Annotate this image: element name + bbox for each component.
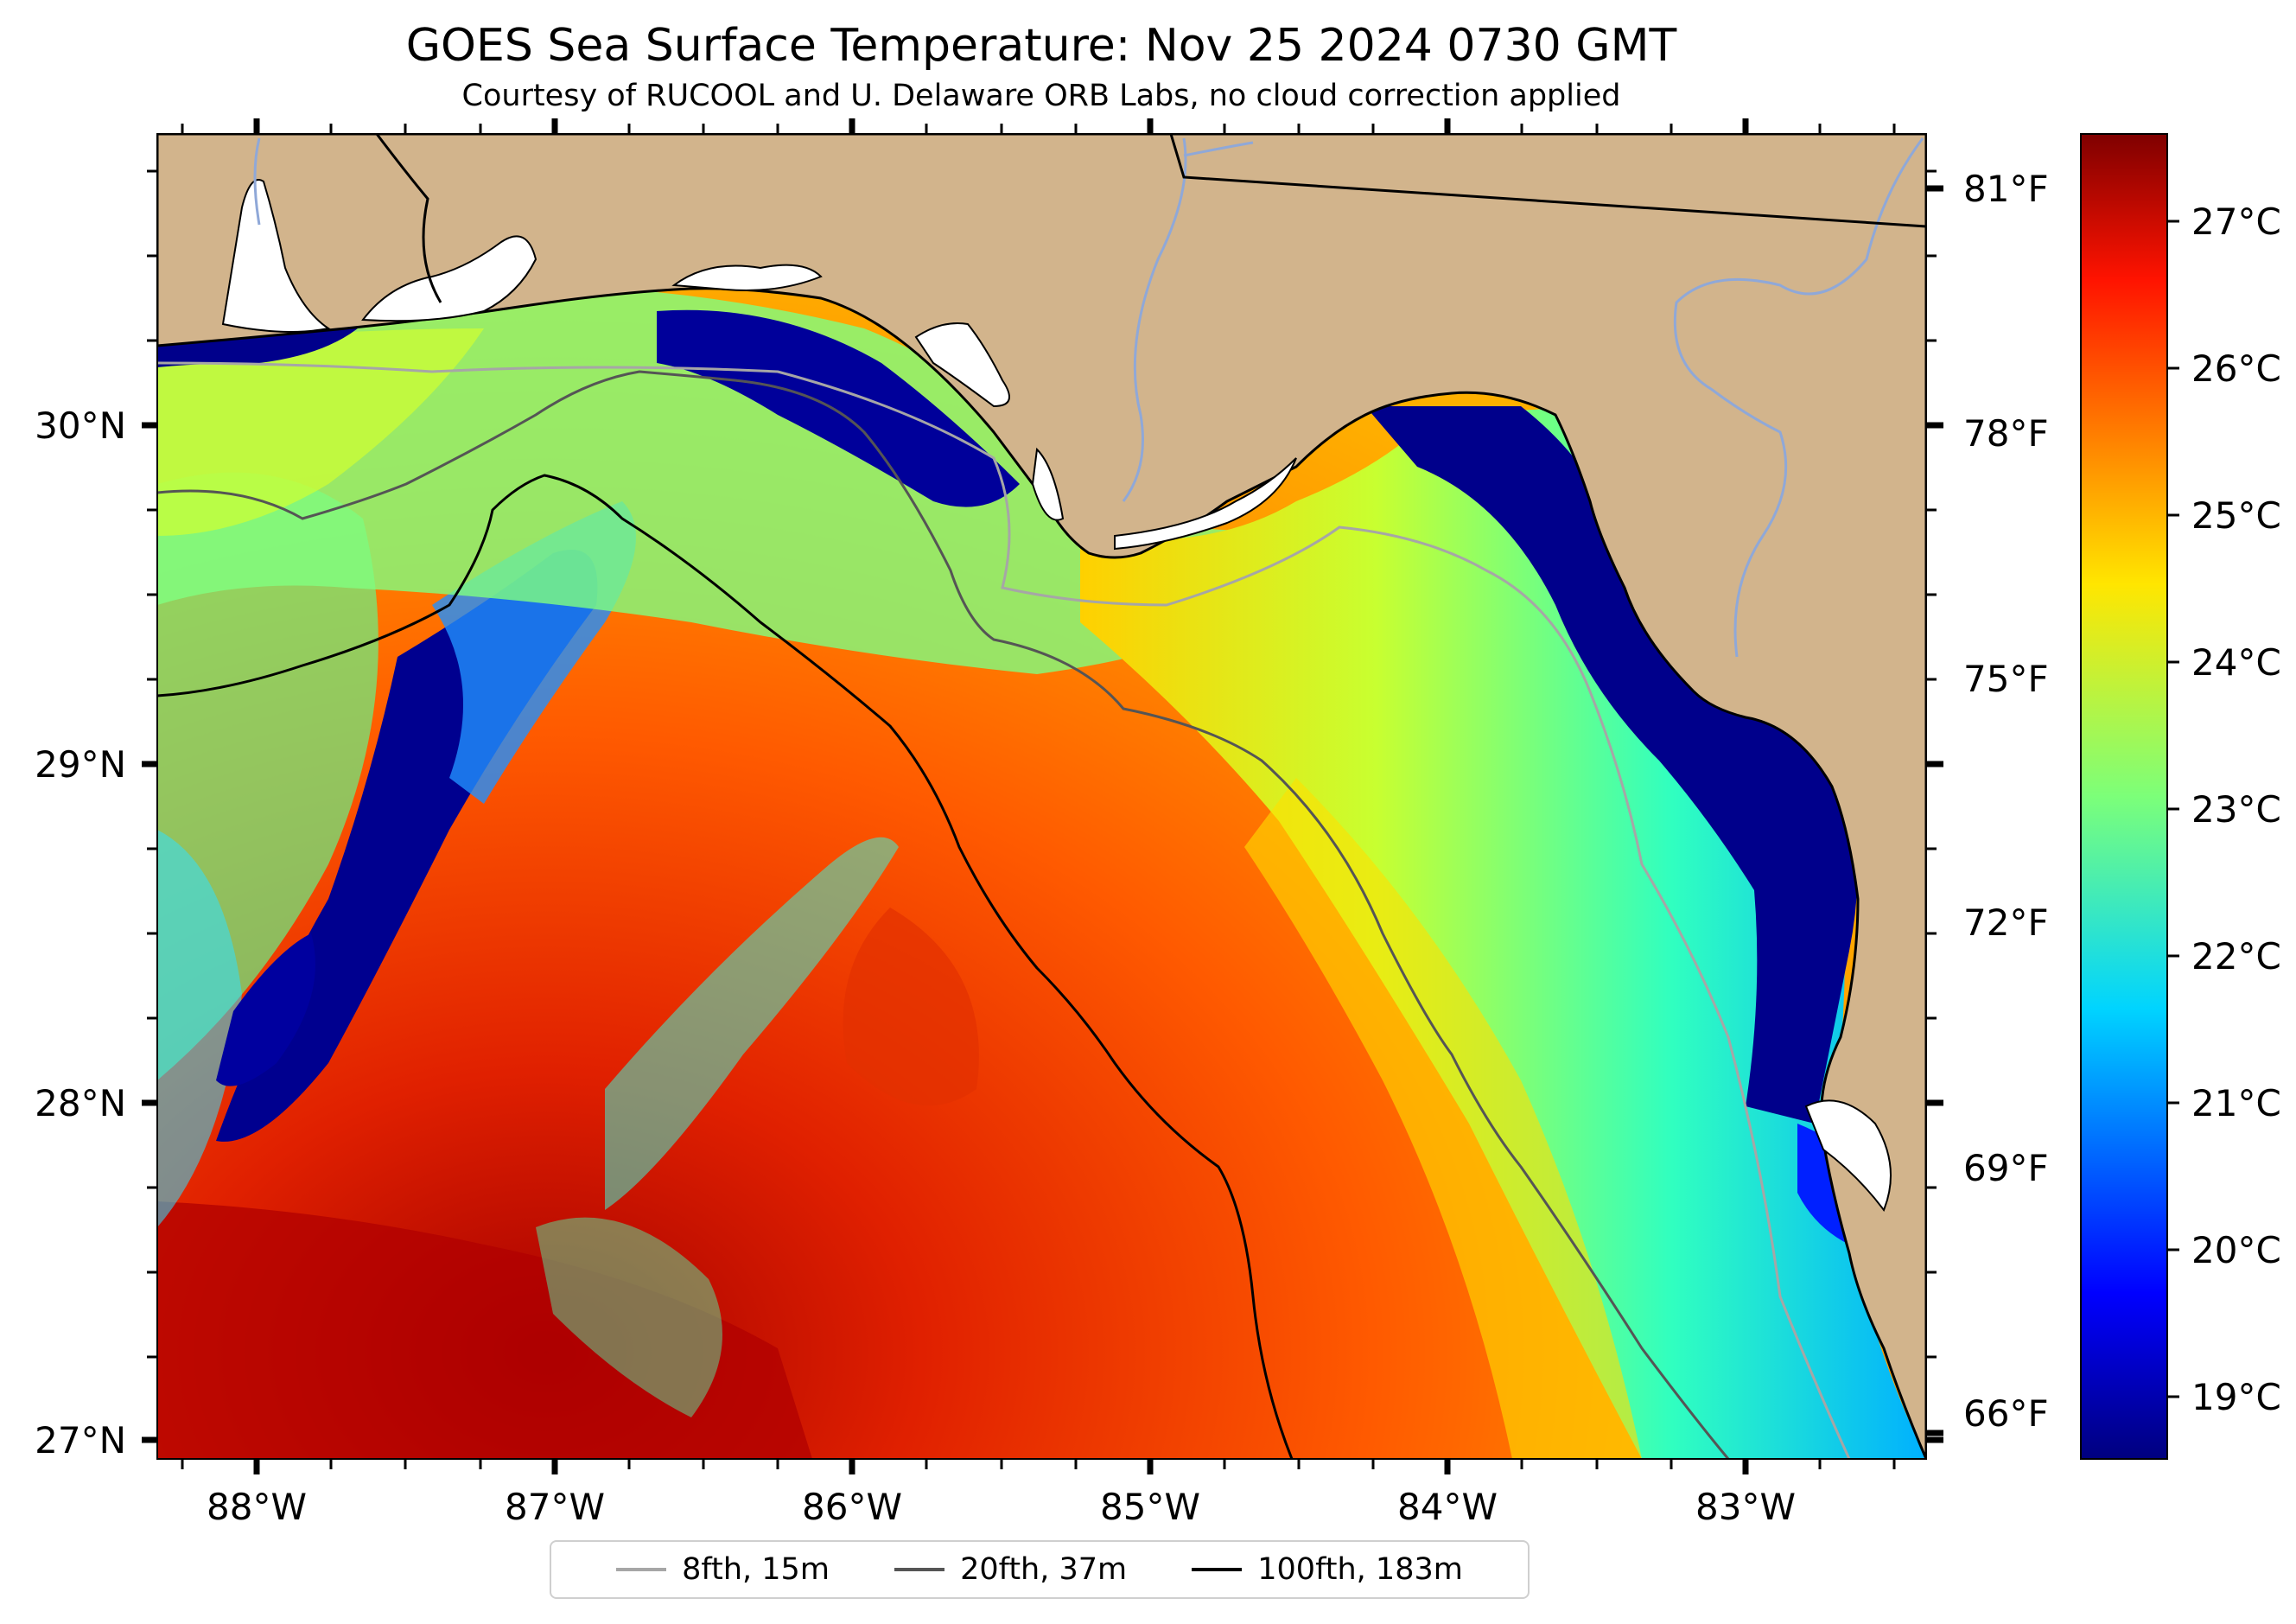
map-title: GOES Sea Surface Temperature: Nov 25 202… (405, 20, 1677, 72)
fahrenheit-tick-label: 66°F (1963, 1392, 2049, 1435)
state-border (375, 134, 442, 303)
isobath-100fth (157, 474, 1294, 1459)
bay-water (361, 235, 537, 322)
legend-label: 20fth, 37m (960, 1552, 1128, 1587)
colorbar-tick-label: 24°C (2191, 641, 2281, 684)
bay-water (914, 322, 1010, 408)
colorbar-tick-label: 21°C (2191, 1082, 2281, 1124)
colorbar (2080, 133, 2168, 1460)
cool-filament (605, 837, 899, 1210)
lon-tick-label: 84°W (1397, 1486, 1498, 1528)
lon-tick-label: 83°W (1695, 1486, 1796, 1528)
lon-tick-label: 87°W (505, 1486, 605, 1528)
lat-tick-label: 29°N (35, 743, 126, 786)
fahrenheit-tick-label: 69°F (1963, 1147, 2049, 1189)
colorbar-tick-label: 20°C (2191, 1229, 2281, 1271)
legend-line-swatch (894, 1568, 945, 1571)
river (1673, 137, 1924, 658)
colorbar-tick-label: 27°C (2191, 201, 2281, 243)
cool-filament (216, 933, 315, 1086)
legend-line-swatch (616, 1568, 667, 1571)
cool-filament (536, 1217, 722, 1417)
shelf-water (1244, 778, 1642, 1459)
river (1183, 141, 1254, 157)
colorbar-tick-label: 25°C (2191, 494, 2281, 537)
lat-tick-label: 30°N (35, 404, 126, 447)
colorbar-tick-label: 22°C (2191, 935, 2281, 978)
lon-tick-label: 88°W (207, 1486, 307, 1528)
lon-tick-label: 85°W (1100, 1486, 1200, 1528)
fahrenheit-tick-label: 72°F (1963, 901, 2049, 944)
cool-streak-area (157, 830, 242, 1227)
warm-core-patch (157, 1201, 812, 1459)
legend-line-swatch (1192, 1568, 1243, 1571)
lat-tick-label: 28°N (35, 1082, 126, 1124)
coastal-band (157, 328, 484, 536)
river (253, 137, 261, 226)
river (1122, 137, 1187, 502)
legend-item-100fth: 100fth, 183m (1192, 1552, 1463, 1587)
legend-item-20fth: 20fth, 37m (894, 1552, 1127, 1587)
isobath-20fth (157, 370, 1730, 1459)
legend-label: 100fth, 183m (1257, 1552, 1463, 1587)
map-subtitle: Courtesy of RUCOOL and U. Delaware ORB L… (461, 79, 1621, 113)
colorbar-tick-label: 19°C (2191, 1376, 2281, 1418)
colorbar-tick-label: 26°C (2191, 347, 2281, 390)
bay-water (1114, 457, 1297, 551)
map-frame (156, 133, 1927, 1460)
mobile-bay (221, 179, 331, 333)
lon-tick-label: 86°W (802, 1486, 902, 1528)
fahrenheit-tick-label: 81°F (1963, 168, 2049, 210)
bay-water (671, 264, 823, 291)
coastal-band (157, 285, 1296, 674)
lat-tick-label: 27°N (35, 1419, 126, 1462)
fahrenheit-tick-label: 75°F (1963, 658, 2049, 700)
isobath-8fth (157, 361, 1851, 1459)
fahrenheit-tick-label: 78°F (1963, 412, 2049, 455)
state-border (1169, 134, 1926, 228)
colorbar-tick-label: 23°C (2191, 788, 2281, 831)
nearshore-cold-water (657, 309, 1020, 507)
warm-core-patch (843, 908, 979, 1106)
isobath-legend: 8fth, 15m 20fth, 37m 100fth, 183m (550, 1540, 1530, 1599)
bay-water (1031, 447, 1065, 521)
legend-label: 8fth, 15m (682, 1552, 830, 1587)
legend-item-8fth: 8fth, 15m (616, 1552, 830, 1587)
bay-water (1804, 1099, 1892, 1213)
